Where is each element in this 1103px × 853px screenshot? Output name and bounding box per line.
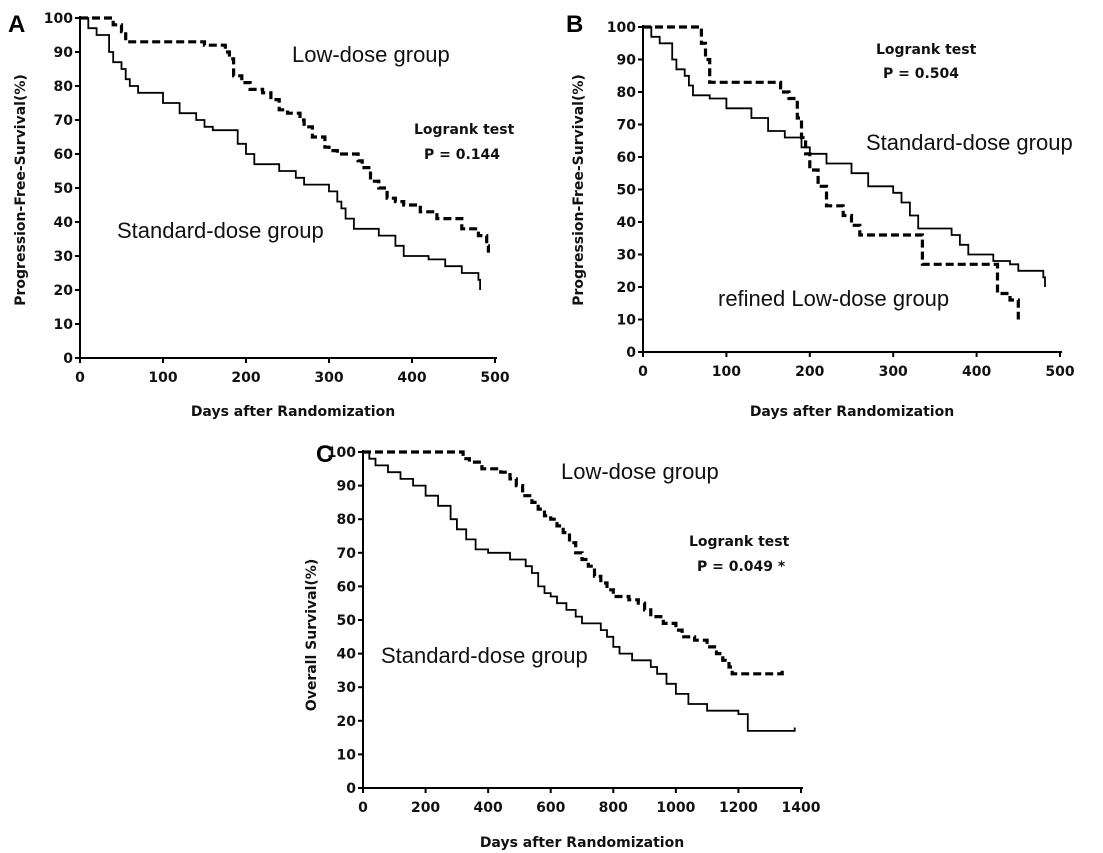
y-tick-label: 90 <box>337 479 357 495</box>
panel-b: B Progression-Free-Survival(%) Days afte… <box>566 11 1075 420</box>
survival-curve-low-dose-group <box>363 450 784 676</box>
y-tick-label: 80 <box>617 85 637 101</box>
y-tick-label: 70 <box>337 546 357 562</box>
x-tick-label: 0 <box>358 800 368 816</box>
group-label-standard-dose: Standard-dose group <box>866 130 1073 155</box>
survival-curve-standard-dose-group <box>80 17 481 290</box>
y-axis-label: Overall Survival(%) <box>304 559 320 711</box>
y-tick-label: 0 <box>346 781 356 797</box>
group-label-standard-dose: Standard-dose group <box>117 218 324 243</box>
x-tick-label: 200 <box>795 364 824 380</box>
y-tick-label: 20 <box>54 283 74 299</box>
y-tick-label: 90 <box>617 53 637 69</box>
panel-letter-c: C <box>316 441 333 468</box>
y-tick-label: 100 <box>44 11 73 27</box>
panel-letter-b: B <box>566 11 583 38</box>
x-tick-label: 1400 <box>782 800 821 816</box>
y-tick-label: 90 <box>54 45 74 61</box>
y-tick-label: 70 <box>617 118 637 134</box>
group-label-refined-low-dose: refined Low-dose group <box>718 286 949 311</box>
y-tick-label: 10 <box>54 317 74 333</box>
y-tick-label: 30 <box>54 249 74 265</box>
y-tick-label: 80 <box>54 79 74 95</box>
y-tick-label: 0 <box>626 345 636 361</box>
y-tick-label: 60 <box>54 147 74 163</box>
panel-a: A Progression-Free-Survival(%) Days afte… <box>8 11 515 420</box>
logrank-p-value: P = 0.049 * <box>697 559 786 575</box>
logrank-p-value: P = 0.144 <box>424 147 500 163</box>
logrank-title: Logrank test <box>876 42 977 58</box>
y-tick-label: 50 <box>617 183 637 199</box>
x-tick-label: 500 <box>1045 364 1074 380</box>
x-tick-label: 400 <box>397 370 426 386</box>
y-tick-label: 30 <box>617 248 637 264</box>
x-axis-label: Days after Randomization <box>191 404 395 420</box>
logrank-title: Logrank test <box>689 534 790 550</box>
x-tick-label: 400 <box>474 800 503 816</box>
panel-letter-a: A <box>8 11 25 38</box>
logrank-p-value: P = 0.504 <box>883 66 959 82</box>
x-tick-label: 300 <box>314 370 343 386</box>
y-tick-label: 60 <box>617 150 637 166</box>
group-label-low-dose: Low-dose group <box>292 42 450 67</box>
x-tick-label: 400 <box>962 364 991 380</box>
survival-curve-low-dose-group <box>80 16 490 253</box>
x-tick-label: 100 <box>148 370 177 386</box>
y-tick-label: 50 <box>337 613 357 629</box>
y-tick-label: 0 <box>63 351 73 367</box>
x-tick-label: 300 <box>879 364 908 380</box>
y-tick-label: 50 <box>54 181 74 197</box>
y-tick-label: 60 <box>337 579 357 595</box>
x-axis-label: Days after Randomization <box>480 835 684 851</box>
survival-curve-refined-low-dose-group <box>643 25 1020 320</box>
x-tick-label: 0 <box>75 370 85 386</box>
x-tick-label: 0 <box>638 364 648 380</box>
x-tick-label: 1000 <box>656 800 695 816</box>
survival-curve-standard-dose-group <box>363 451 796 732</box>
y-tick-label: 40 <box>617 215 637 231</box>
y-tick-label: 70 <box>54 113 74 129</box>
x-axis-label: Days after Randomization <box>750 404 954 420</box>
group-label-standard-dose: Standard-dose group <box>381 643 588 668</box>
y-axis-label: Progression-Free-Survival(%) <box>13 74 29 306</box>
y-tick-label: 20 <box>617 280 637 296</box>
x-tick-label: 600 <box>536 800 565 816</box>
y-tick-label: 30 <box>337 680 357 696</box>
y-tick-label: 80 <box>337 512 357 528</box>
y-tick-label: 10 <box>337 747 357 763</box>
survival-curve-standard-dose-group <box>643 26 1046 287</box>
x-tick-label: 800 <box>599 800 628 816</box>
y-tick-label: 100 <box>327 445 356 461</box>
x-tick-label: 1200 <box>719 800 758 816</box>
x-tick-label: 200 <box>231 370 260 386</box>
logrank-title: Logrank test <box>414 122 515 138</box>
panel-c: C Overall Survival(%) Days after Randomi… <box>304 441 821 851</box>
y-tick-label: 40 <box>337 647 357 663</box>
y-tick-label: 40 <box>54 215 74 231</box>
x-tick-label: 100 <box>712 364 741 380</box>
y-tick-label: 100 <box>607 20 636 36</box>
x-tick-label: 200 <box>411 800 440 816</box>
y-tick-label: 10 <box>617 313 637 329</box>
x-tick-label: 500 <box>480 370 509 386</box>
y-tick-label: 20 <box>337 714 357 730</box>
y-axis-label: Progression-Free-Survival(%) <box>571 74 587 306</box>
group-label-low-dose: Low-dose group <box>561 459 719 484</box>
